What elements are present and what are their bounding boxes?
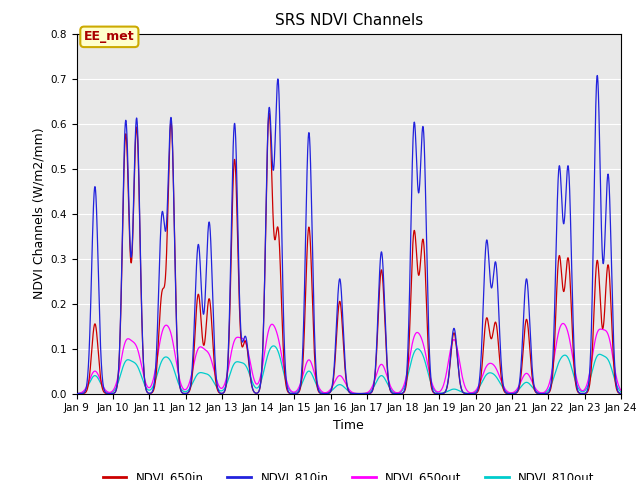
Text: EE_met: EE_met — [84, 30, 134, 43]
Y-axis label: NDVI Channels (W/m2/mm): NDVI Channels (W/m2/mm) — [32, 128, 45, 300]
Title: SRS NDVI Channels: SRS NDVI Channels — [275, 13, 423, 28]
X-axis label: Time: Time — [333, 419, 364, 432]
Legend: NDVI_650in, NDVI_810in, NDVI_650out, NDVI_810out: NDVI_650in, NDVI_810in, NDVI_650out, NDV… — [98, 466, 600, 480]
